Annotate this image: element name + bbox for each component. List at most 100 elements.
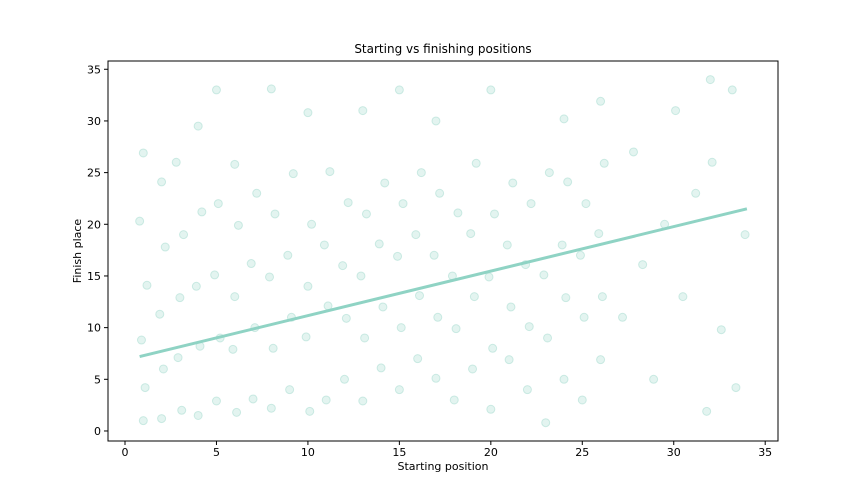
point — [504, 355, 514, 365]
point — [522, 385, 532, 395]
point — [285, 385, 295, 395]
point — [246, 259, 256, 269]
point — [380, 178, 390, 188]
y-tick-label: 10 — [87, 322, 101, 335]
x-axis-label: Starting position — [398, 460, 489, 473]
trend-line — [139, 207, 748, 359]
point — [413, 354, 423, 364]
chart-title: Starting vs finishing positions — [354, 42, 531, 56]
x-tick-label: 5 — [213, 446, 220, 459]
point — [486, 85, 496, 95]
point — [678, 292, 688, 302]
point — [305, 406, 315, 416]
point — [431, 116, 441, 126]
point — [136, 335, 146, 345]
point — [502, 240, 512, 250]
point — [471, 158, 481, 168]
point — [596, 96, 606, 106]
point — [526, 199, 536, 209]
point — [230, 159, 240, 169]
point — [248, 394, 258, 404]
point — [361, 209, 371, 219]
point — [486, 404, 496, 414]
point — [138, 416, 148, 426]
point — [213, 199, 223, 209]
point — [303, 281, 313, 291]
point — [340, 374, 350, 384]
point — [416, 168, 426, 178]
point — [157, 177, 167, 187]
point — [283, 250, 293, 260]
point — [232, 407, 242, 417]
point — [581, 199, 591, 209]
point — [716, 325, 726, 335]
point — [543, 333, 553, 343]
point — [157, 414, 167, 424]
point — [451, 324, 461, 334]
point — [135, 216, 145, 226]
point — [358, 106, 368, 116]
y-tick-label: 5 — [94, 373, 101, 386]
plot-frame — [107, 60, 779, 442]
point — [489, 209, 499, 219]
point — [524, 322, 534, 332]
point — [559, 374, 569, 384]
point — [343, 198, 353, 208]
point — [394, 385, 404, 395]
point — [265, 272, 275, 282]
point — [228, 344, 238, 354]
point — [414, 291, 424, 301]
point — [484, 272, 494, 282]
point — [599, 158, 609, 168]
point — [376, 363, 386, 373]
point — [197, 207, 207, 217]
point — [358, 396, 368, 406]
y-tick-label: 20 — [87, 218, 101, 231]
point — [597, 292, 607, 302]
point — [727, 85, 737, 95]
x-tick-label: 35 — [758, 446, 772, 459]
point — [691, 188, 701, 198]
point — [301, 332, 311, 342]
point — [506, 302, 516, 312]
point — [429, 250, 439, 260]
point — [671, 106, 681, 116]
point — [649, 374, 659, 384]
point — [396, 323, 406, 333]
point — [594, 229, 604, 239]
point — [193, 121, 203, 131]
point — [579, 312, 589, 322]
point — [266, 403, 276, 413]
x-tick-label: 20 — [484, 446, 498, 459]
point — [557, 240, 567, 250]
point — [544, 168, 554, 178]
point — [138, 148, 148, 158]
point — [158, 364, 168, 374]
point — [393, 251, 403, 261]
point — [288, 169, 298, 179]
point — [356, 271, 366, 281]
point — [468, 364, 478, 374]
x-tick-label: 0 — [122, 446, 129, 459]
point — [541, 418, 551, 428]
point — [378, 302, 388, 312]
point — [435, 188, 445, 198]
point — [394, 85, 404, 95]
point — [638, 260, 648, 270]
point — [230, 292, 240, 302]
point — [360, 333, 370, 343]
point — [321, 395, 331, 405]
point — [563, 177, 573, 187]
point — [740, 230, 750, 240]
point — [338, 261, 348, 271]
point — [453, 208, 463, 218]
point — [488, 343, 498, 353]
point — [268, 343, 278, 353]
point — [508, 178, 518, 188]
x-tick-label: 30 — [667, 446, 681, 459]
point — [211, 396, 221, 406]
point — [577, 395, 587, 405]
point — [307, 219, 317, 229]
point — [705, 75, 715, 85]
